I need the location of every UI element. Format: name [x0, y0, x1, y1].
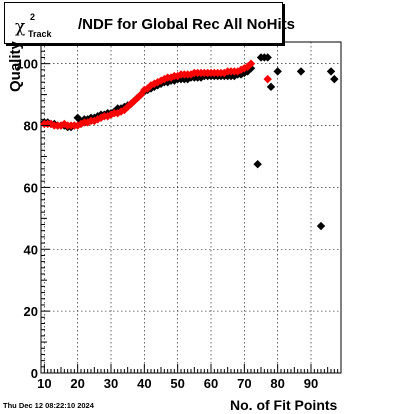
x-tick-label: 90	[304, 376, 318, 391]
plot-frame	[40, 41, 342, 374]
red-data-point	[103, 112, 112, 121]
red-data-point	[236, 65, 246, 75]
black-data-point	[263, 53, 272, 62]
red-data-point	[130, 96, 139, 105]
red-data-point	[90, 116, 99, 126]
red-data-point	[263, 74, 272, 84]
red-data-point	[93, 115, 102, 124]
black-data-point	[266, 82, 276, 92]
x-axis-label: No. of Fit Points	[230, 397, 338, 413]
red-data-point	[240, 64, 249, 73]
x-tick-label: 80	[270, 376, 284, 391]
red-data-point	[156, 76, 166, 85]
axis-ticks: 10 20 30 40 50 60 70 80 90 0 20 40 60 80 100	[16, 44, 342, 391]
red-data-point	[126, 99, 136, 109]
y-tick-label: 80	[24, 119, 38, 134]
title-superscript: 2	[30, 12, 36, 22]
black-data-point	[316, 221, 326, 231]
red-data-point	[166, 73, 176, 82]
chart-title-box: χ 2 Track /NDF for Global Rec All NoHits	[4, 2, 295, 44]
data-points	[40, 53, 339, 231]
timestamp: Thu Dec 12 08:22:10 2024	[3, 401, 94, 410]
red-data-point	[136, 90, 146, 99]
black-data-point	[296, 67, 306, 76]
y-tick-label: 40	[24, 242, 38, 257]
y-tick-label: 60	[24, 180, 38, 195]
red-data-point	[140, 85, 149, 95]
x-tick-label: 50	[170, 376, 184, 391]
black-data-point	[73, 113, 82, 122]
y-tick-label: 0	[31, 366, 38, 381]
black-data-point	[326, 67, 336, 76]
x-tick-label: 20	[70, 376, 84, 391]
x-tick-label: 40	[137, 376, 151, 391]
red-data-point	[160, 74, 169, 84]
title-subscript: Track	[28, 29, 52, 39]
black-data-point	[236, 70, 246, 79]
red-data-point	[113, 108, 122, 118]
red-data-point	[83, 118, 92, 127]
x-tick-label: 60	[204, 376, 218, 391]
red-data-point	[76, 119, 86, 129]
title-chi-symbol: χ	[15, 17, 26, 37]
red-data-point	[146, 81, 156, 90]
black-data-point	[253, 159, 262, 169]
grid-lines	[41, 42, 341, 374]
black-data-point	[273, 67, 282, 76]
y-axis-label: Quality	[7, 41, 24, 92]
y-tick-label: 20	[24, 304, 38, 319]
chart-title: /NDF for Global Rec All NoHits	[78, 16, 295, 33]
black-data-point	[246, 64, 256, 73]
x-tick-label: 10	[37, 376, 51, 391]
y-tick-label: 100	[16, 57, 38, 72]
red-data-point	[246, 59, 256, 68]
red-data-point	[186, 70, 196, 79]
black-data-point	[330, 74, 339, 84]
x-tick-label: 70	[237, 376, 251, 391]
black-data-point	[196, 73, 206, 82]
red-data-point	[116, 107, 126, 116]
red-data-point	[73, 121, 82, 130]
x-tick-label: 30	[104, 376, 118, 391]
